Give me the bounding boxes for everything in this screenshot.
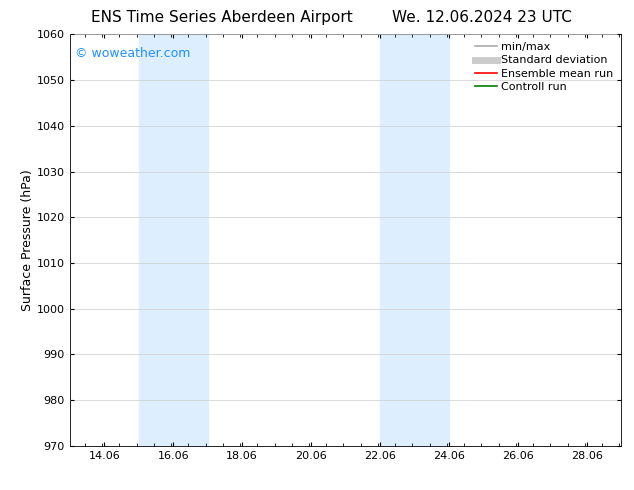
Text: ENS Time Series Aberdeen Airport: ENS Time Series Aberdeen Airport xyxy=(91,10,353,25)
Text: © woweather.com: © woweather.com xyxy=(75,47,191,60)
Legend: min/max, Standard deviation, Ensemble mean run, Controll run: min/max, Standard deviation, Ensemble me… xyxy=(472,40,616,94)
Bar xyxy=(380,34,449,446)
Text: We. 12.06.2024 23 UTC: We. 12.06.2024 23 UTC xyxy=(392,10,572,25)
Y-axis label: Surface Pressure (hPa): Surface Pressure (hPa) xyxy=(21,169,34,311)
Bar xyxy=(139,34,207,446)
